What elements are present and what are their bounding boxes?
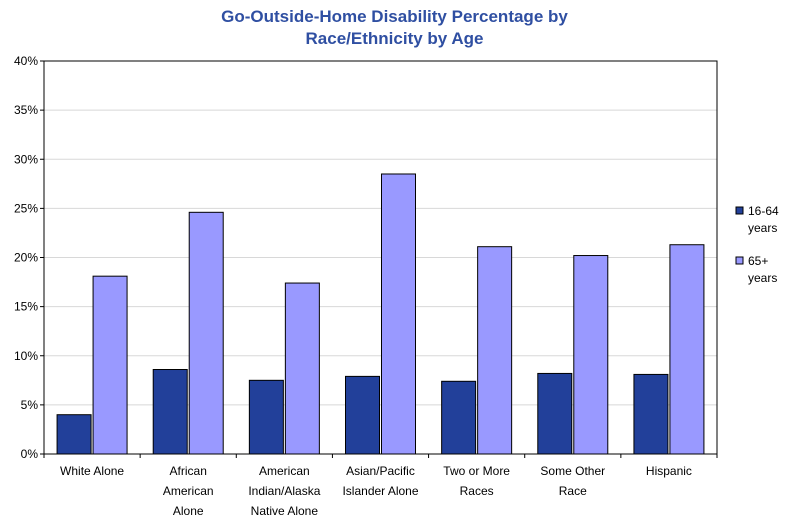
- y-tick-label: 30%: [14, 152, 38, 166]
- bar-65plus: [669, 244, 705, 455]
- bar-16-64: [56, 414, 92, 455]
- x-axis: White Alone African American Alone American I…: [43, 454, 718, 518]
- gridlines: [44, 109, 717, 406]
- legend-swatch: [735, 206, 744, 215]
- bar-65plus: [92, 275, 128, 455]
- x-category-label: Asian/Pacific Islander Alone: [342, 464, 418, 498]
- bar-16-64: [152, 369, 188, 455]
- x-category-label: Some Other Race: [540, 464, 605, 498]
- legend-label: 16-64 years: [748, 204, 779, 235]
- chart-title: Go-Outside-Home Disability Percentage by…: [0, 6, 789, 50]
- y-tick-label: 0%: [21, 447, 39, 461]
- y-tick-label: 40%: [14, 54, 38, 68]
- bar-16-64: [345, 375, 380, 455]
- bar-16-64: [537, 372, 573, 455]
- x-category-label: Hispanic: [646, 464, 692, 478]
- bar-65plus: [188, 211, 224, 455]
- x-category-label: Two or More Races: [443, 464, 510, 498]
- plot-frame: [43, 60, 718, 455]
- bar-16-64: [248, 379, 284, 455]
- y-axis: 0% 5% 10% 15% 20% 25% 30% 35% 40%: [14, 54, 718, 461]
- bar-16-64: [441, 380, 477, 455]
- legend-label: 65+ years: [748, 254, 777, 285]
- bar-65plus: [284, 282, 320, 455]
- bar-65plus: [381, 173, 416, 455]
- x-category-label: American Indian/Alaska Native Alone: [248, 464, 320, 518]
- x-category-label: White Alone: [60, 464, 124, 478]
- legend-swatch: [735, 256, 744, 265]
- legend: 16-64 years 65+ years: [735, 204, 779, 285]
- chart-title-line-2: Race/Ethnicity by Age: [305, 29, 484, 48]
- bars: [56, 173, 705, 455]
- bar-65plus: [573, 255, 609, 455]
- y-tick-label: 20%: [14, 251, 38, 265]
- x-category-label: African American Alone: [163, 464, 214, 518]
- y-tick-label: 25%: [14, 201, 38, 215]
- chart-title-line-1: Go-Outside-Home Disability Percentage by: [221, 7, 568, 26]
- bar-65plus: [477, 246, 513, 455]
- y-tick-label: 5%: [21, 398, 39, 412]
- bar-16-64: [633, 373, 669, 455]
- y-tick-label: 10%: [14, 349, 38, 363]
- y-tick-label: 15%: [14, 300, 38, 314]
- y-tick-label: 35%: [14, 103, 38, 117]
